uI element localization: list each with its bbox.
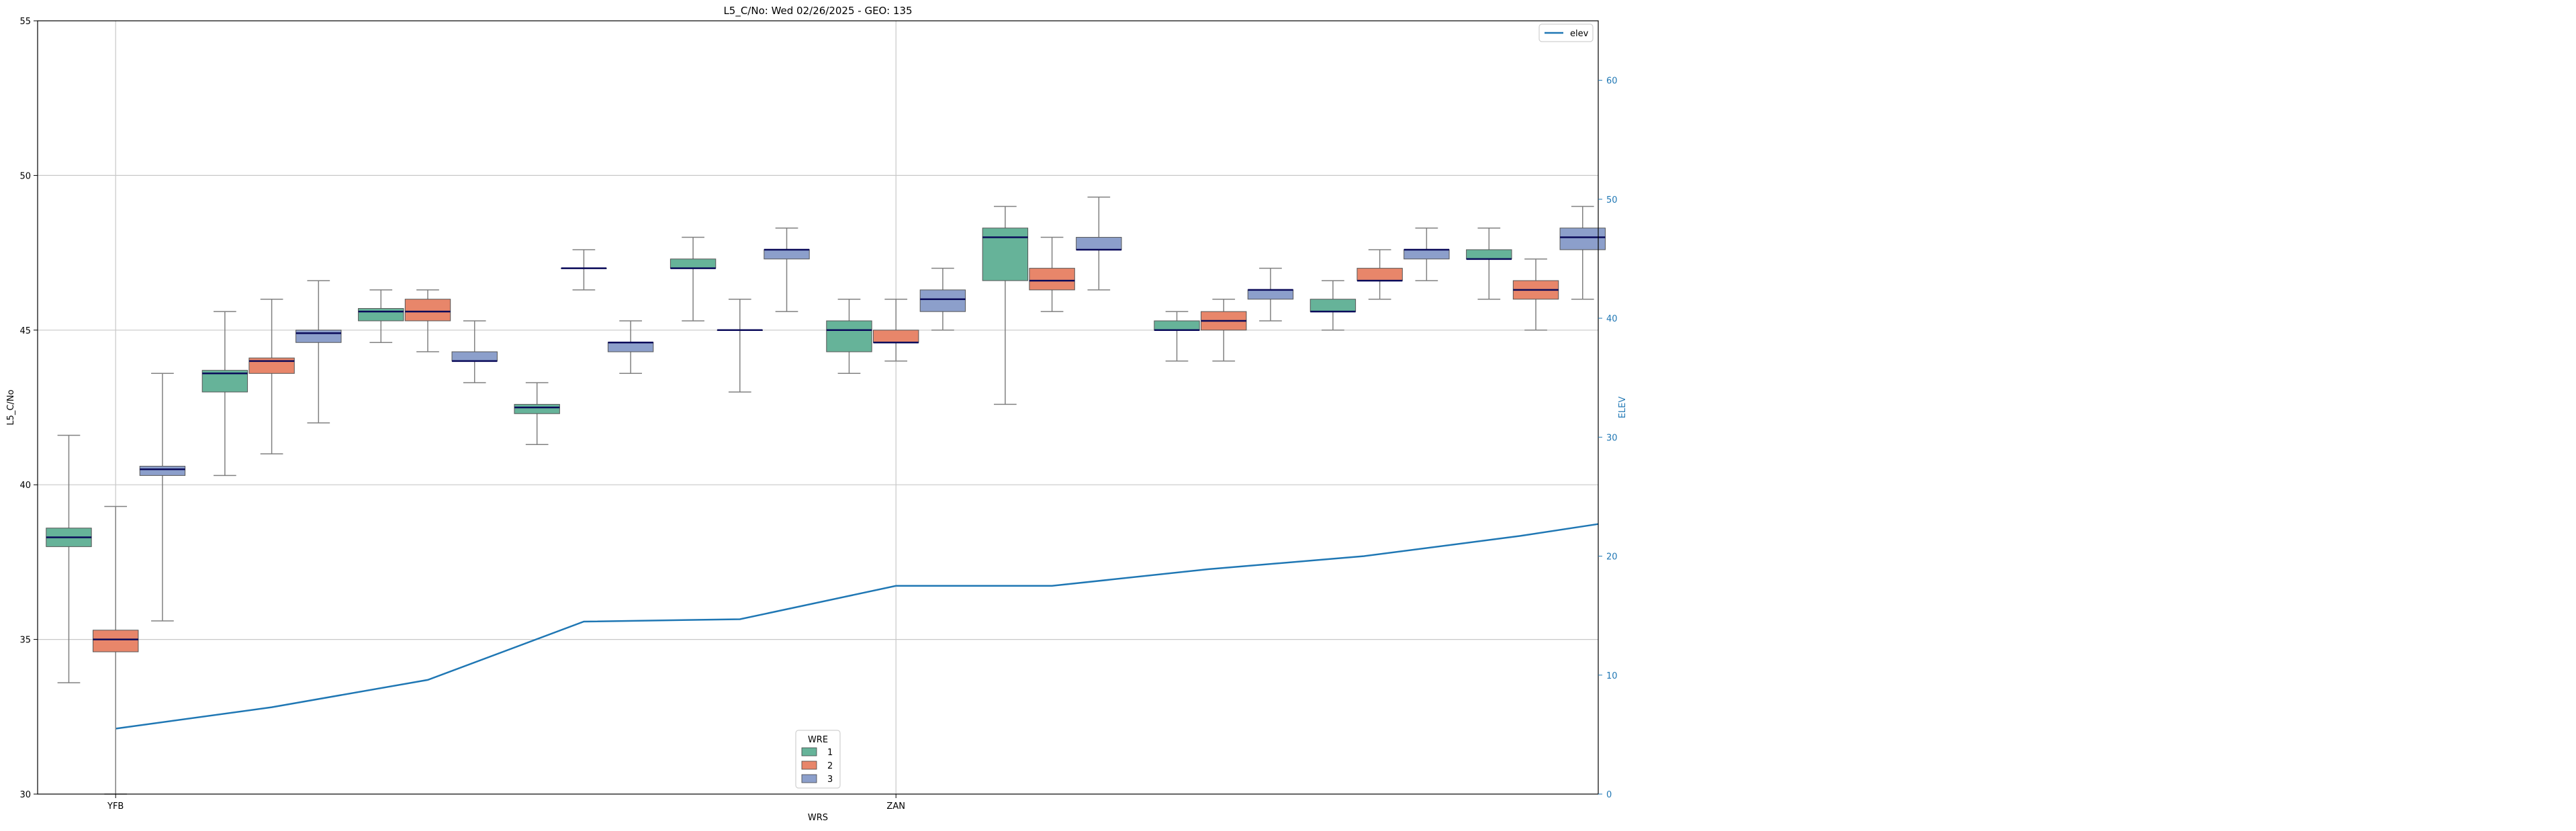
right-y-tick-label: 30 (1606, 433, 1618, 443)
iqr-box (93, 630, 139, 652)
box-wre-2 (1029, 236, 1075, 312)
box-wre-2 (1512, 258, 1559, 331)
iqr-box (826, 320, 872, 352)
box-group (46, 196, 1606, 795)
box-wre-2 (717, 298, 763, 393)
box-wre-3 (1247, 267, 1294, 322)
box-wre-1 (982, 205, 1029, 405)
left-y-axis-label: L5_C/No (6, 389, 16, 425)
x-axis-label: WRS (808, 813, 828, 823)
iqr-box (295, 330, 342, 343)
box-wre-2 (248, 298, 295, 454)
wre-legend-label-3: 3 (827, 775, 833, 785)
elev-series-line (116, 523, 1599, 730)
wre-legend-swatch-3 (801, 774, 817, 783)
box-wre-2 (93, 505, 139, 795)
left-y-tick-label: 30 (19, 790, 31, 800)
x-tick-label: YFB (107, 801, 124, 812)
right-y-tick-label: 20 (1606, 552, 1618, 563)
wre-legend: WRE 1 2 3 (795, 730, 841, 789)
iqr-box (1559, 228, 1606, 250)
left-y-tick-label: 50 (19, 171, 31, 181)
box-wre-1 (1154, 311, 1200, 362)
elev-legend: elev (1538, 23, 1594, 42)
chart-title: L5_C/No: Wed 02/26/2025 - GEO: 135 (723, 5, 912, 17)
box-wre-2 (561, 249, 607, 291)
box-wre-1 (1466, 227, 1512, 300)
box-wre-2 (404, 289, 451, 352)
iqr-box (982, 228, 1029, 281)
box-wre-2 (1201, 298, 1247, 362)
wre-legend-swatch-2 (801, 761, 817, 770)
elev-line-group (116, 523, 1599, 730)
iqr-box (139, 466, 186, 476)
elev-legend-frame (1538, 23, 1594, 42)
iqr-box (607, 342, 654, 352)
box-wre-3 (139, 373, 186, 622)
box-wre-1 (201, 311, 248, 477)
iqr-box (1076, 237, 1122, 250)
iqr-box (919, 289, 966, 312)
iqr-box (1356, 268, 1403, 281)
box-wre-1 (514, 382, 560, 446)
right-y-axis-label: ELEV (1618, 397, 1628, 419)
x-tick-label: ZAN (886, 801, 905, 812)
right-y-tick-label: 50 (1606, 195, 1618, 205)
box-wre-3 (1404, 227, 1450, 281)
box-wre-1 (358, 289, 404, 343)
iqr-box (1309, 299, 1356, 312)
right-y-tick-label: 60 (1606, 77, 1618, 87)
right-y-tick-label: 10 (1606, 671, 1618, 681)
iqr-box (514, 403, 560, 414)
box-wre-3 (1076, 196, 1122, 291)
iqr-box (764, 249, 810, 260)
left-y-tick-label: 35 (19, 636, 31, 646)
right-y-tick-label: 40 (1606, 314, 1618, 324)
box-wre-3 (764, 227, 810, 312)
iqr-box (1247, 289, 1294, 300)
iqr-box (1466, 249, 1512, 260)
box-wre-1 (46, 434, 92, 683)
iqr-box (1154, 320, 1200, 331)
x-axis: YFB ZAN (107, 794, 905, 812)
box-wre-3 (295, 280, 342, 424)
box-wre-3 (1559, 205, 1606, 300)
iqr-box (873, 330, 919, 343)
left-y-tick-label: 40 (19, 481, 31, 491)
box-wre-3 (451, 320, 498, 383)
box-wre-1 (1309, 280, 1356, 331)
wre-legend-frame (795, 730, 841, 789)
box-wre-2 (873, 298, 919, 362)
left-y-axis: 30 35 40 45 50 55 (19, 17, 38, 800)
right-y-tick-label: 0 (1606, 790, 1612, 800)
wre-legend-title: WRE (808, 735, 828, 745)
wre-legend-swatch-1 (801, 747, 817, 756)
left-y-tick-label: 45 (19, 326, 31, 336)
box-wre-1 (670, 236, 717, 322)
iqr-box (451, 351, 498, 362)
box-wre-3 (607, 320, 654, 375)
iqr-box (1029, 268, 1075, 291)
plot-frame (37, 20, 1599, 795)
wre-legend-label-2: 2 (827, 761, 833, 771)
right-y-axis: 0 10 20 30 40 50 60 (1598, 77, 1618, 800)
wre-legend-label-1: 1 (827, 748, 833, 758)
iqr-box (358, 308, 404, 322)
iqr-box (670, 258, 717, 269)
box-wre-1 (826, 298, 872, 375)
left-y-tick-label: 55 (19, 17, 31, 27)
box-wre-3 (919, 267, 966, 331)
box-wre-2 (1356, 249, 1403, 300)
iqr-box (1404, 249, 1450, 260)
elev-legend-label: elev (1570, 29, 1589, 39)
iqr-box (404, 299, 451, 322)
